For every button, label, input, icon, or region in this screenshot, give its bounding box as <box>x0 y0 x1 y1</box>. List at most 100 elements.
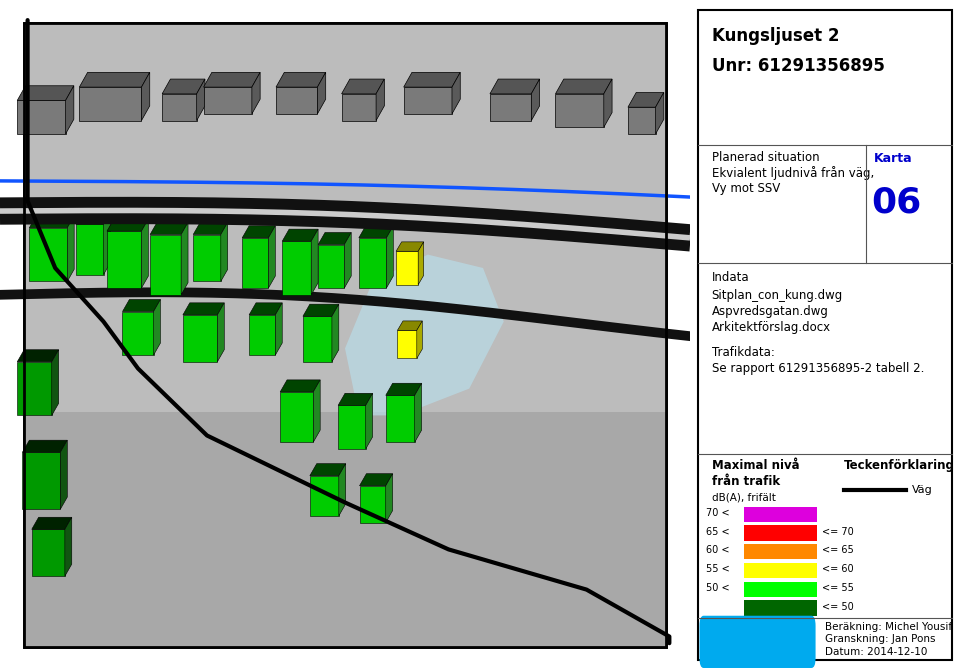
Polygon shape <box>332 304 339 362</box>
Polygon shape <box>221 222 228 281</box>
Polygon shape <box>249 303 282 315</box>
Polygon shape <box>396 251 419 285</box>
Text: Karta: Karta <box>874 152 912 165</box>
Polygon shape <box>403 87 452 114</box>
Polygon shape <box>204 72 260 87</box>
Polygon shape <box>359 226 394 238</box>
Bar <box>744 507 817 522</box>
Polygon shape <box>65 517 72 576</box>
Polygon shape <box>32 529 65 576</box>
Polygon shape <box>276 72 325 87</box>
Polygon shape <box>282 229 318 241</box>
Polygon shape <box>181 222 188 295</box>
Polygon shape <box>76 212 110 224</box>
Text: <= 55: <= 55 <box>823 583 854 593</box>
Polygon shape <box>345 232 351 288</box>
Polygon shape <box>359 474 393 486</box>
Polygon shape <box>318 245 345 288</box>
Polygon shape <box>80 87 141 121</box>
Text: 50 <: 50 < <box>707 583 730 593</box>
Polygon shape <box>17 86 74 100</box>
Text: dB(A), frifält: dB(A), frifält <box>711 492 776 502</box>
Polygon shape <box>318 72 325 114</box>
Polygon shape <box>403 72 460 87</box>
Text: Sitplan_con_kung.dwg: Sitplan_con_kung.dwg <box>711 289 843 302</box>
Polygon shape <box>628 92 663 107</box>
Polygon shape <box>150 222 188 234</box>
Polygon shape <box>123 299 160 312</box>
Text: Granskning: Jan Pons: Granskning: Jan Pons <box>825 634 936 645</box>
Polygon shape <box>303 304 339 316</box>
Polygon shape <box>280 380 321 392</box>
Polygon shape <box>386 474 393 523</box>
Text: 70 <: 70 < <box>707 508 730 518</box>
Polygon shape <box>242 238 269 288</box>
Polygon shape <box>242 226 276 238</box>
Polygon shape <box>396 242 423 251</box>
Text: Planerad situation: Planerad situation <box>711 151 819 163</box>
Polygon shape <box>162 94 197 121</box>
Polygon shape <box>386 383 421 395</box>
Polygon shape <box>276 303 282 355</box>
Text: Indata: Indata <box>711 271 749 284</box>
Polygon shape <box>342 79 384 94</box>
Polygon shape <box>182 303 225 315</box>
Text: Vy mot SSV: Vy mot SSV <box>711 182 780 194</box>
Polygon shape <box>204 87 252 114</box>
Text: Arkitektförslag.docx: Arkitektförslag.docx <box>711 321 830 334</box>
Text: Trafikdata:: Trafikdata: <box>711 346 775 359</box>
Text: 60 <: 60 < <box>707 545 730 555</box>
Polygon shape <box>338 405 366 449</box>
Text: Beräkning: Michel Yousif: Beräkning: Michel Yousif <box>825 622 952 632</box>
Bar <box>744 600 817 616</box>
Polygon shape <box>32 517 72 529</box>
Polygon shape <box>338 393 372 405</box>
Polygon shape <box>417 321 422 358</box>
Polygon shape <box>366 393 372 449</box>
Polygon shape <box>123 312 154 355</box>
Text: Datum: 2014-12-10: Datum: 2014-12-10 <box>825 647 927 657</box>
Polygon shape <box>387 226 394 288</box>
Polygon shape <box>280 392 313 442</box>
FancyBboxPatch shape <box>700 616 816 668</box>
Polygon shape <box>22 452 60 509</box>
Polygon shape <box>556 94 604 127</box>
Polygon shape <box>342 94 376 121</box>
Polygon shape <box>65 86 74 134</box>
Text: <= 60: <= 60 <box>823 564 854 574</box>
Polygon shape <box>162 79 204 94</box>
Text: Teckenförklaring: Teckenförklaring <box>844 459 955 472</box>
Polygon shape <box>397 321 422 330</box>
Bar <box>744 525 817 541</box>
Polygon shape <box>17 362 52 415</box>
Text: 06: 06 <box>871 186 922 220</box>
Text: 55 <: 55 < <box>707 564 730 574</box>
Polygon shape <box>339 464 346 516</box>
Polygon shape <box>419 242 423 285</box>
Polygon shape <box>150 234 181 295</box>
Polygon shape <box>17 100 65 134</box>
Polygon shape <box>269 226 276 288</box>
Polygon shape <box>397 330 417 358</box>
Polygon shape <box>17 350 59 362</box>
Bar <box>744 563 817 578</box>
Polygon shape <box>60 440 67 509</box>
Polygon shape <box>67 216 74 281</box>
Polygon shape <box>452 72 460 114</box>
Text: <= 65: <= 65 <box>823 545 854 555</box>
Text: <= 50: <= 50 <box>823 602 854 612</box>
Polygon shape <box>628 107 656 134</box>
Polygon shape <box>80 72 150 87</box>
Polygon shape <box>345 255 504 415</box>
Text: Kungsljuset 2: Kungsljuset 2 <box>711 27 839 45</box>
Polygon shape <box>359 238 387 288</box>
Polygon shape <box>182 315 217 362</box>
Polygon shape <box>22 440 67 452</box>
Polygon shape <box>193 234 221 281</box>
Polygon shape <box>107 219 149 231</box>
Polygon shape <box>276 87 318 114</box>
Polygon shape <box>76 224 104 275</box>
Text: Maximal nivå
från trafik: Maximal nivå från trafik <box>711 459 800 488</box>
Text: Se rapport 61291356895-2 tabell 2.: Se rapport 61291356895-2 tabell 2. <box>711 362 924 375</box>
Polygon shape <box>217 303 225 362</box>
